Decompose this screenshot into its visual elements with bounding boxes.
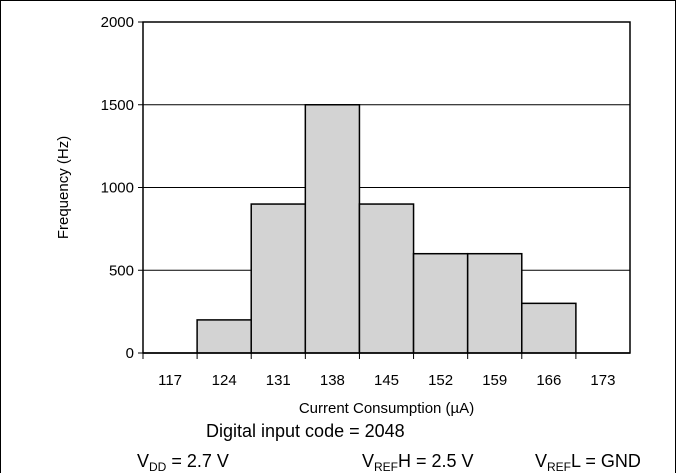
y-tick-label-500: 500 [109,262,134,279]
vdd-sub: DD [149,460,167,474]
x-tick-label-159: 159 [482,372,507,389]
x-tick-label-138: 138 [320,372,345,389]
y-tick-label-2000: 2000 [101,14,134,31]
y-tick-label-0: 0 [126,345,134,362]
bar-131 [250,203,307,354]
x-axis-ticks: 117 124 131 138 145 152 159 166 173 [142,353,615,389]
bar-166 [521,302,577,354]
vrefl-condition: VREFL = GND [535,451,641,474]
y-tick-label-1500: 1500 [101,97,134,114]
y-axis-title: Frequency (Hz) [55,136,72,239]
vrefl-rest: L = GND [571,451,641,471]
vrefh-rest: H = 2.5 V [398,451,474,471]
y-axis-ticks: 0 500 1000 1500 2000 [101,14,143,362]
x-tick-label-131: 131 [266,372,291,389]
x-axis-title: Current Consumption (µA) [299,400,474,417]
vrefl-sub: REF [547,460,572,474]
vrefl-main: V [535,451,548,471]
bar-145 [358,203,415,354]
vrefh-condition: VREFH = 2.5 V [362,451,474,474]
x-tick-label-152: 152 [428,372,453,389]
histogram-bars [143,104,630,354]
vrefh-sub: REF [374,460,399,474]
x-tick-label-117: 117 [158,372,182,389]
bar-138 [304,104,361,354]
vrefh-main: V [362,451,375,471]
vdd-main: V [137,451,150,471]
x-tick-label-145: 145 [374,372,399,389]
bar-152 [412,252,469,354]
vdd-rest: = 2.7 V [166,451,229,471]
x-tick-label-166: 166 [536,372,561,389]
vdd-condition: VDD = 2.7 V [137,451,229,474]
bar-159 [466,252,523,354]
digital-input-code-note: Digital input code = 2048 [206,421,405,441]
bar-124 [196,319,252,354]
y-tick-label-1000: 1000 [101,180,134,197]
x-tick-label-124: 124 [212,372,237,389]
x-tick-label-173: 173 [590,372,615,389]
